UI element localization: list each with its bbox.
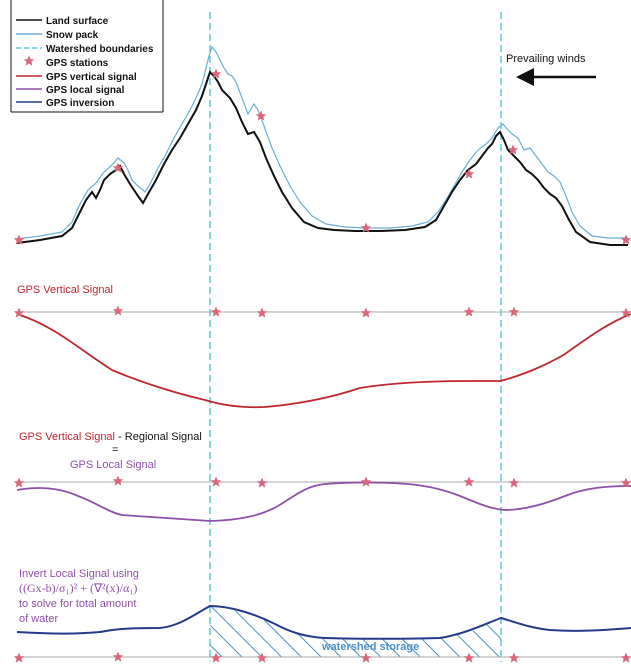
legend-star-icon <box>23 55 35 66</box>
station-star-icon <box>463 168 475 179</box>
station-star-icon <box>463 476 475 487</box>
station-star-icon <box>210 68 222 79</box>
snow-pack-line <box>16 45 628 240</box>
inversion-text-line3: to solve for total amount <box>19 598 136 610</box>
station-star-icon <box>463 306 475 317</box>
legend-label-snow: Snow pack <box>46 30 99 41</box>
inversion-panel: Invert Local Signal using ((Gx-b)/σ₁)² +… <box>13 568 631 663</box>
inversion-text-line4: of water <box>19 613 58 625</box>
legend: Land surface Snow pack Watershed boundar… <box>10 0 164 113</box>
inversion-text-line1: Invert Local Signal using <box>19 568 139 580</box>
station-star-icon <box>620 234 631 245</box>
station-star-icon <box>112 475 124 486</box>
station-star-icon <box>507 144 519 155</box>
inversion-curve <box>16 604 631 640</box>
prevailing-winds: Prevailing winds <box>506 53 596 86</box>
station-star-icon <box>508 477 520 488</box>
station-star-icon <box>13 477 25 488</box>
station-star-icon <box>508 306 520 317</box>
station-star-icon <box>620 652 631 663</box>
station-star-icon <box>112 305 124 316</box>
legend-label-stations: GPS stations <box>46 58 109 69</box>
vertical-signal-curve <box>16 313 631 409</box>
local-signal-equation-vertical: GPS Vertical Signal <box>19 431 115 443</box>
land-surface-line <box>16 70 628 246</box>
local-signal-panel: GPS Vertical Signal - Regional Signal = … <box>13 431 631 522</box>
legend-label-inversion: GPS inversion <box>46 98 114 109</box>
watershed-storage-hatch <box>210 607 501 657</box>
legend-label-land: Land surface <box>46 16 109 27</box>
station-star-icon <box>210 476 222 487</box>
inversion-formula: ((Gx-b)/σ₁)² + (∇²(x)/α₁) <box>19 581 137 595</box>
station-star-icon <box>112 651 124 662</box>
vertical-signal-title: GPS Vertical Signal <box>17 284 113 296</box>
station-star-icon <box>13 652 25 663</box>
local-signal-equation: GPS Vertical Signal - Regional Signal <box>19 431 202 443</box>
local-signal-curve <box>16 481 631 522</box>
topography-panel <box>13 45 631 246</box>
local-signal-equation-regional: - Regional Signal <box>115 431 202 443</box>
local-signal-equals: = <box>112 444 118 456</box>
station-star-icon <box>360 307 372 318</box>
watershed-storage-label: watershed storage <box>321 641 419 653</box>
station-star-icon <box>256 477 268 488</box>
station-star-icon <box>508 652 520 663</box>
legend-label-watershed: Watershed boundaries <box>46 44 154 55</box>
vertical-signal-panel: GPS Vertical Signal <box>13 284 631 409</box>
legend-label-vertical: GPS vertical signal <box>46 72 137 83</box>
station-star-icon <box>360 476 372 487</box>
legend-label-local: GPS local signal <box>46 85 125 96</box>
wind-label: Prevailing winds <box>506 53 586 65</box>
local-signal-title: GPS Local Signal <box>70 459 156 471</box>
wind-arrow-left-icon <box>516 68 534 86</box>
station-star-icon <box>210 306 222 317</box>
station-star-icon <box>256 307 268 318</box>
